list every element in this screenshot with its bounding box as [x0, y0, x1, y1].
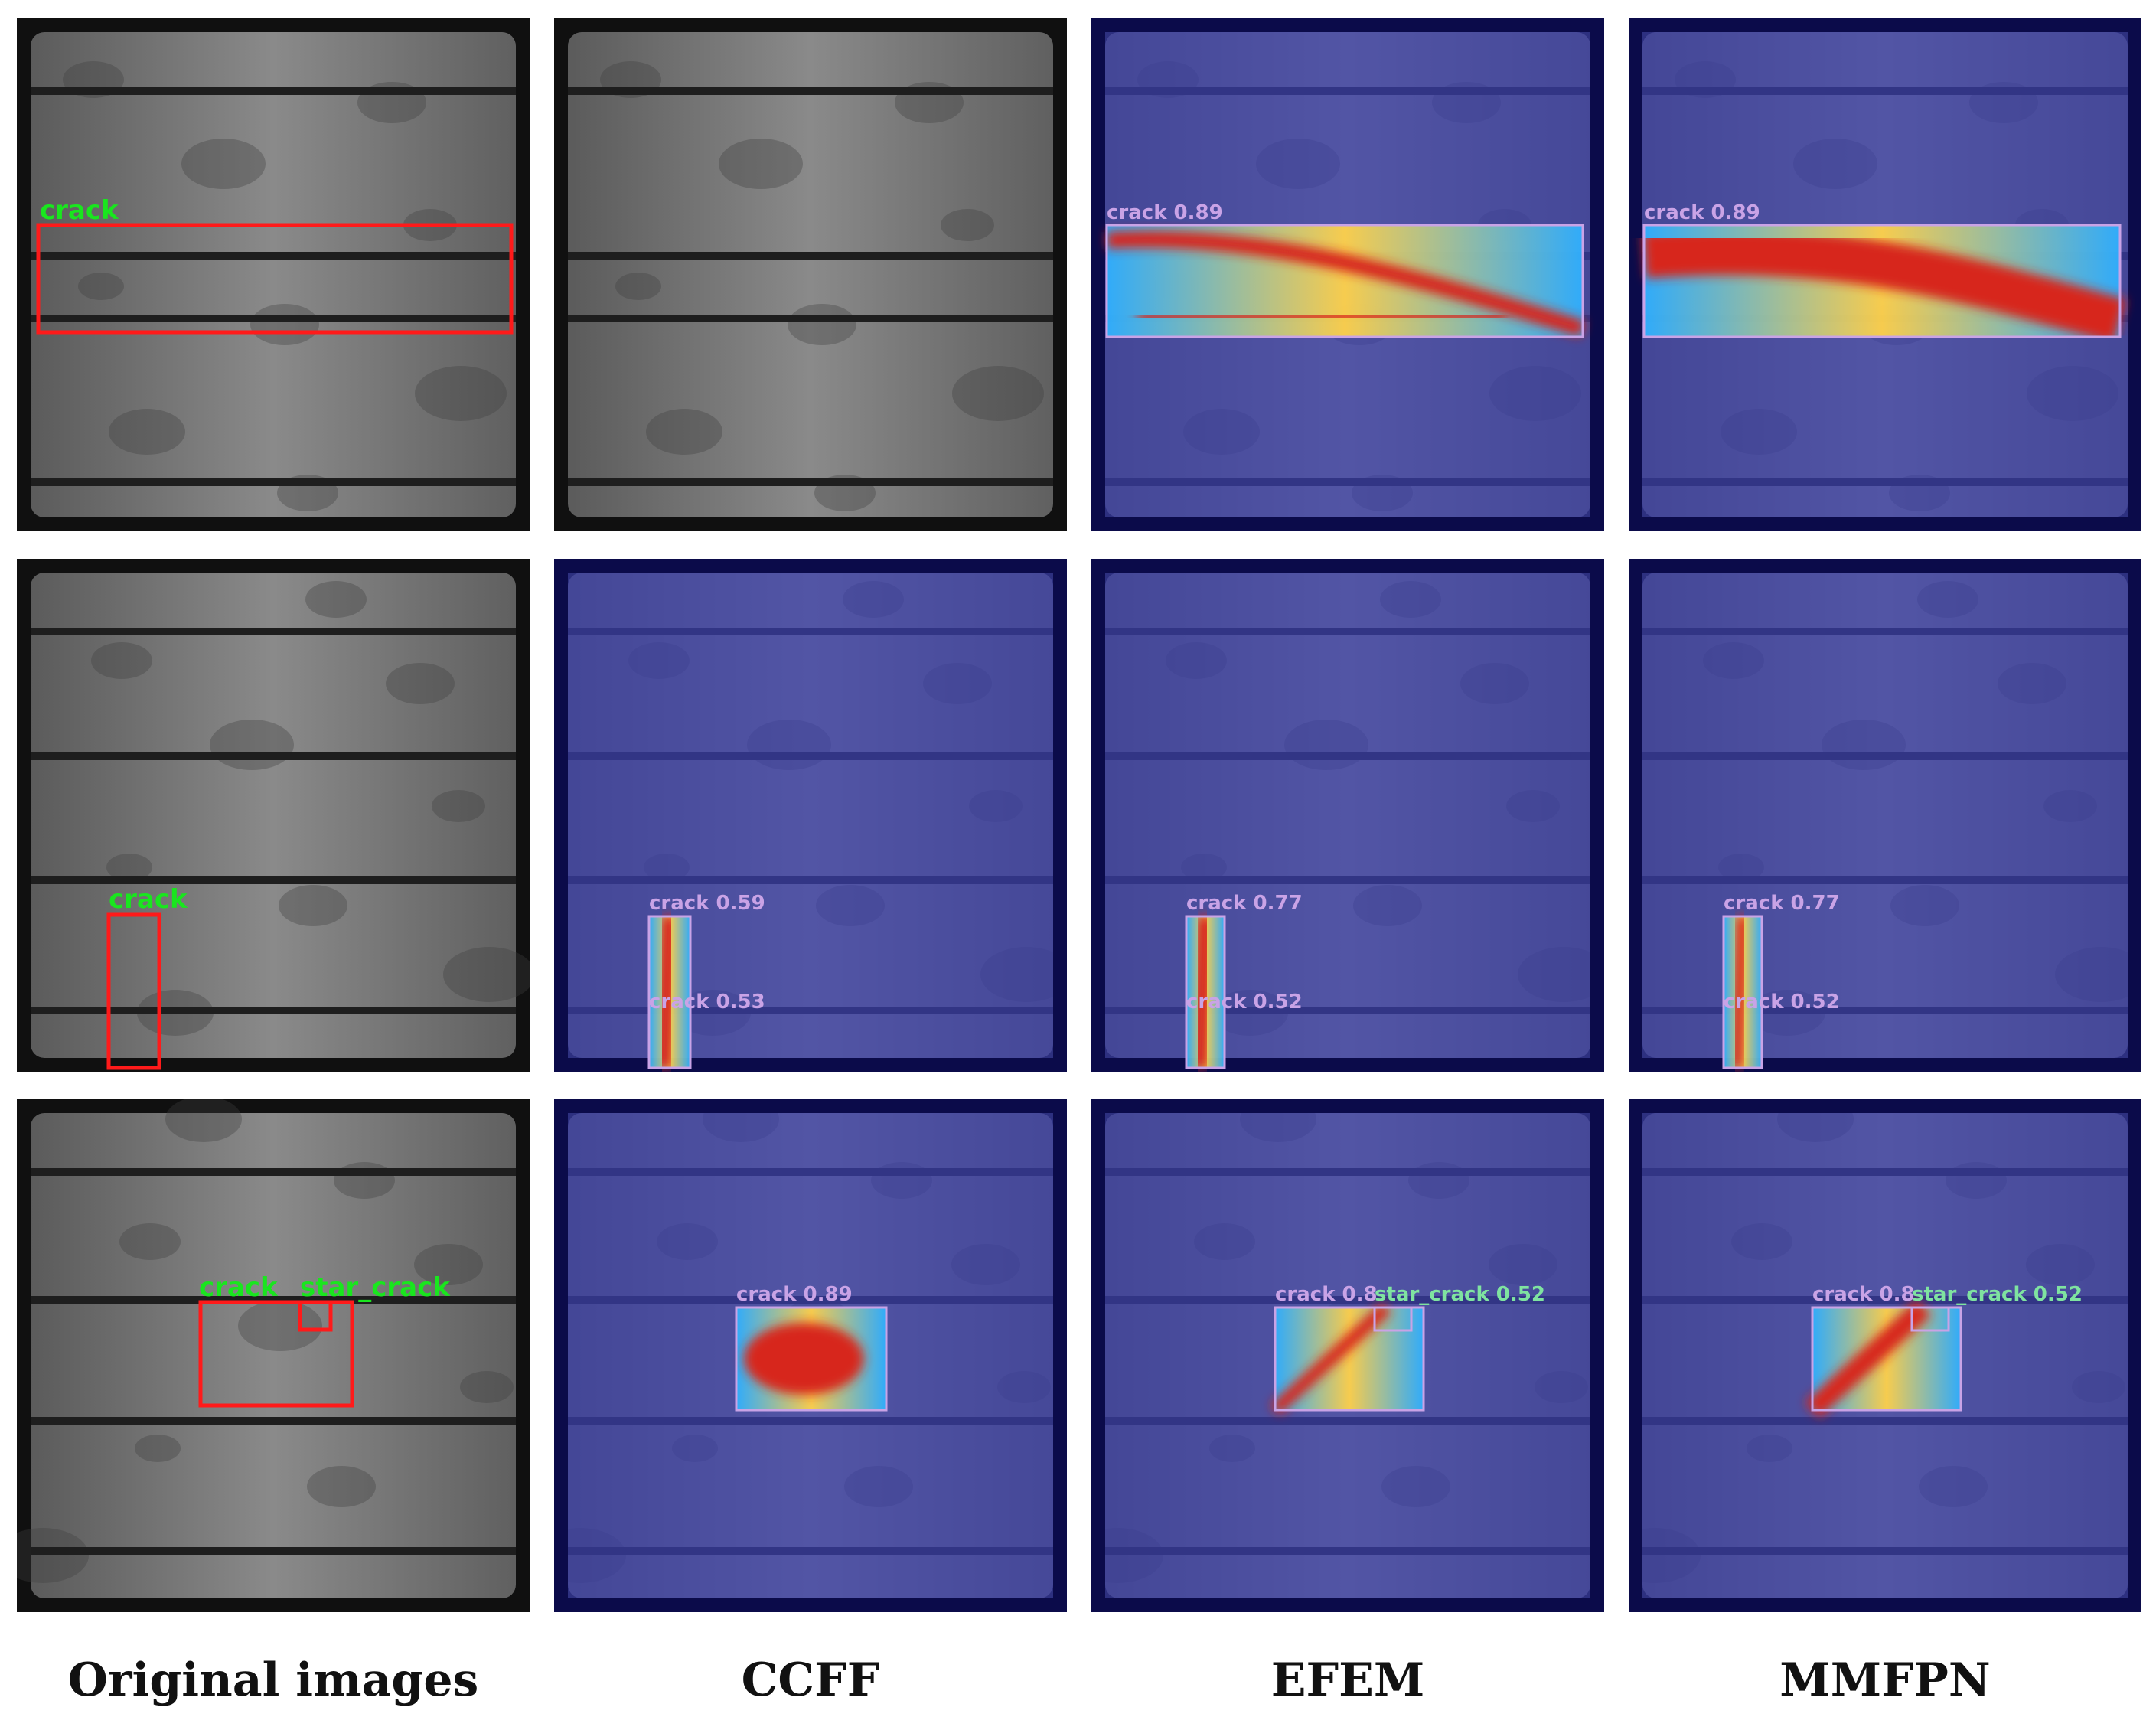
panel-mmfpn-row-1: crack 0.89 [1629, 18, 2141, 531]
prediction-box [647, 915, 692, 1069]
column-label-original: Original images [67, 1653, 479, 1707]
ground-truth-box [106, 912, 161, 1070]
column-label-efem: EFEM [1270, 1653, 1425, 1707]
annotation-label: star_crack [300, 1272, 451, 1303]
prediction-label: crack 0.53 [649, 991, 765, 1014]
prediction-label: crack 0.8 [1275, 1283, 1378, 1306]
prediction-label: crack 0.59 [649, 892, 765, 915]
solar-cell-image: crack 0.77 crack 0.52 [1091, 559, 1604, 1072]
column-label-mmfpn: MMFPN [1779, 1653, 1991, 1707]
prediction-box [1274, 1306, 1425, 1412]
heatmap-region [736, 1307, 886, 1410]
solar-cell-image: crack 0.59 crack 0.53 [554, 559, 1067, 1072]
prediction-box [1910, 1306, 1950, 1332]
heatmap-region [1805, 1299, 1961, 1418]
prediction-label: star_crack 0.52 [1912, 1283, 2083, 1306]
heatmap-region [649, 916, 690, 1069]
prediction-label: crack 0.89 [1644, 201, 1760, 224]
solar-cell-image: crack 0.77 crack 0.52 [1629, 559, 2141, 1072]
prediction-box [1185, 915, 1226, 1069]
panel-efem-row-2: crack 0.77 crack 0.52 [1091, 559, 1604, 1072]
prediction-box [735, 1306, 888, 1412]
ground-truth-box [198, 1300, 354, 1408]
column-label-ccff: CCFF [741, 1653, 880, 1707]
panel-original-row-2: crack [17, 559, 530, 1072]
ground-truth-box [36, 223, 514, 335]
annotation-label: crack [40, 195, 119, 226]
prediction-box [1722, 915, 1763, 1069]
prediction-label: crack 0.8 [1812, 1283, 1915, 1306]
solar-cell-image [554, 18, 1067, 531]
panel-ccff-row-2: crack 0.59 crack 0.53 [554, 559, 1067, 1072]
prediction-box [1373, 1306, 1413, 1332]
panel-ccff-row-1 [554, 18, 1067, 531]
heatmap-region [1724, 916, 1762, 1069]
panel-original-row-3: crack star_crack [17, 1099, 530, 1612]
solar-cell-image: crack star_crack [17, 1099, 530, 1612]
solar-cell-image: crack 0.89 [554, 1099, 1067, 1612]
heatmap-region [1270, 1302, 1424, 1415]
solar-cell-image: crack 0.89 [1629, 18, 2141, 531]
prediction-label: crack 0.52 [1724, 991, 1840, 1014]
panel-mmfpn-row-2: crack 0.77 crack 0.52 [1629, 559, 2141, 1072]
solar-cell-image: crack 0.89 [1091, 18, 1604, 531]
heatmap-region [1186, 916, 1225, 1069]
prediction-box [1642, 224, 2122, 338]
heatmap-region [1642, 225, 2127, 344]
prediction-label: crack 0.89 [1107, 201, 1223, 224]
prediction-box [1105, 224, 1584, 338]
heatmap-region [1106, 225, 1586, 338]
prediction-label: crack 0.77 [1724, 892, 1840, 915]
solar-cell-image: crack [17, 18, 530, 531]
panel-ccff-row-3: crack 0.89 [554, 1099, 1067, 1612]
prediction-box [1811, 1306, 1962, 1412]
panel-efem-row-3: crack 0.8 star_crack 0.52 [1091, 1099, 1604, 1612]
panel-mmfpn-row-3: crack 0.8 star_crack 0.52 [1629, 1099, 2141, 1612]
prediction-label: crack 0.89 [736, 1283, 853, 1306]
annotation-label: crack [109, 884, 188, 915]
prediction-label: star_crack 0.52 [1375, 1283, 1545, 1306]
prediction-label: crack 0.77 [1186, 892, 1303, 915]
panel-efem-row-1: crack 0.89 [1091, 18, 1604, 531]
ground-truth-box [298, 1300, 333, 1332]
prediction-label: crack 0.52 [1186, 991, 1303, 1014]
solar-cell-image: crack [17, 559, 530, 1072]
panel-original-row-1: crack [17, 18, 530, 531]
annotation-label: crack [199, 1272, 279, 1303]
